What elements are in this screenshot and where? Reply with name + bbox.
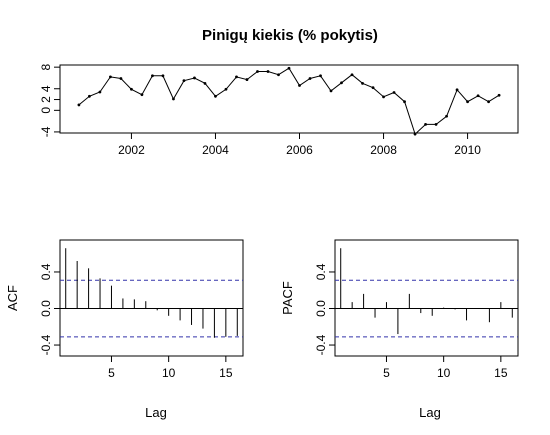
top-data-point — [340, 81, 343, 85]
top-data-point — [77, 103, 81, 107]
top-y-tick-label: 8 — [39, 64, 53, 71]
top-data-point — [445, 114, 448, 118]
top-data-point — [161, 74, 165, 78]
acf-plot-frame — [59, 239, 244, 357]
top-data-point — [214, 94, 217, 98]
pacf-x-label: Lag — [419, 405, 441, 420]
pacf-x-tick-label: 5 — [383, 366, 390, 380]
top-data-point — [235, 75, 238, 79]
acf-y-tick-label: 0.0 — [39, 300, 53, 317]
top-data-point — [140, 93, 144, 97]
pacf-chart: 5 10 15 -0.4 0.0 0.4 — [314, 239, 519, 380]
top-x-tick-label: 2002 — [118, 143, 145, 157]
acf-x-label: Lag — [145, 405, 167, 420]
top-data-point — [130, 87, 133, 91]
top-data-point — [245, 78, 249, 81]
top-data-point — [203, 81, 207, 85]
acf-x-tick-label: 10 — [162, 366, 176, 380]
top-data-point — [424, 122, 427, 126]
top-data-point — [151, 74, 154, 78]
top-data-point — [455, 88, 459, 92]
top-y-tick-label: 4 — [39, 85, 53, 92]
top-data-point — [109, 75, 112, 79]
top-data-point — [361, 81, 364, 85]
top-y-tick-label: 0 — [39, 107, 53, 114]
top-data-point — [476, 94, 480, 98]
top-data-point — [403, 100, 406, 104]
top-x-tick-label: 2010 — [454, 143, 481, 157]
top-plot-frame — [59, 64, 519, 134]
top-data-point — [287, 66, 291, 70]
top-data-point — [319, 74, 322, 78]
top-data-point — [382, 95, 385, 99]
acf-x-tick-label: 15 — [219, 366, 233, 380]
top-y-tick-label: -4 — [39, 126, 53, 137]
top-data-point — [497, 93, 501, 97]
pacf-x-tick-label: 10 — [437, 366, 451, 380]
top-y-tick-label: 2 — [39, 96, 53, 103]
top-data-point — [182, 79, 186, 83]
top-data-point — [392, 91, 396, 94]
acf-y-tick-label: 0.4 — [39, 263, 53, 280]
top-data-point — [98, 90, 102, 94]
top-data-point — [298, 84, 301, 87]
top-data-point — [266, 70, 270, 73]
acf-chart: 5 10 15 -0.4 0.0 0.4 — [39, 239, 244, 380]
top-data-point — [413, 132, 417, 136]
top-data-point — [466, 100, 469, 104]
pacf-y-label: PACF — [280, 281, 295, 315]
top-data-point — [277, 73, 280, 77]
pacf-x-tick-label: 15 — [494, 366, 508, 380]
pacf-plot-frame — [334, 239, 519, 357]
top-data-point — [193, 76, 196, 80]
top-data-point — [119, 77, 123, 80]
top-data-point — [434, 122, 438, 126]
top-x-tick-label: 2004 — [202, 143, 229, 157]
top-data-point — [487, 100, 490, 104]
top-data-point — [256, 70, 259, 73]
top-data-point — [329, 89, 333, 93]
top-line-chart: 2002 2004 2006 2008 2010 -4 0 2 4 8 — [39, 64, 519, 157]
pacf-y-tick-label: 0.4 — [314, 263, 328, 280]
top-data-point — [371, 86, 375, 90]
top-x-tick-label: 2006 — [286, 143, 313, 157]
top-data-point — [88, 94, 91, 98]
pacf-y-tick-label: 0.0 — [314, 300, 328, 317]
top-data-point — [350, 73, 354, 77]
top-data-point — [224, 87, 228, 91]
top-data-point — [308, 77, 312, 80]
acf-y-label: ACF — [5, 285, 20, 311]
acf-y-tick-label: -0.4 — [39, 334, 53, 355]
top-x-tick-label: 2008 — [370, 143, 397, 157]
acf-x-tick-label: 5 — [108, 366, 115, 380]
pacf-y-tick-label: -0.4 — [314, 334, 328, 355]
top-data-point — [172, 97, 175, 101]
top-chart-title: Pinigų kiekis (% pokytis) — [202, 27, 378, 44]
